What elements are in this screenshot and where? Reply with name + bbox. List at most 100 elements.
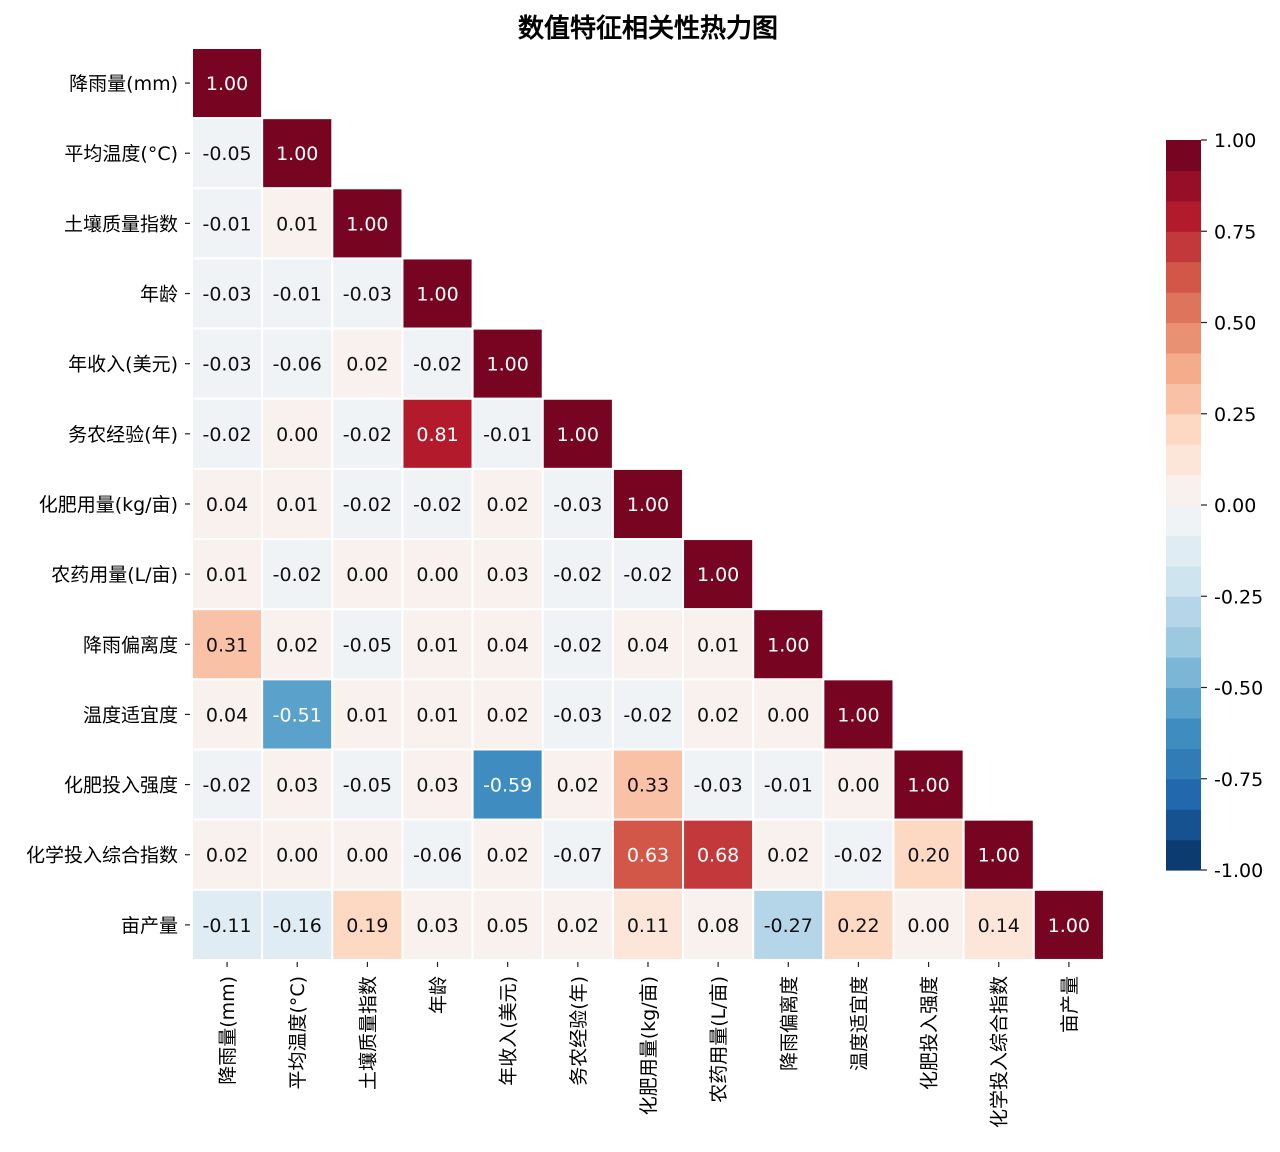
x-tick-label: 亩产量 <box>1059 976 1081 1033</box>
cell-value-label: -0.59 <box>483 775 532 797</box>
x-tick-label: 农药用量(L/亩) <box>708 976 730 1103</box>
y-tick-label: 务农经验(年) <box>68 424 178 446</box>
y-tick-label: 降雨量(mm) <box>69 73 178 95</box>
cell-value-label: -0.02 <box>343 424 392 446</box>
heatmap-cell <box>611 818 685 891</box>
cell-value-label: 0.03 <box>416 775 458 797</box>
cell-value-label: -0.51 <box>273 704 322 726</box>
heatmap-cells: 1.00 -0.05 1.00 -0.01 0.01 1.00 -0.03 -0.01 -0.0… <box>191 47 1105 961</box>
heatmap-cell <box>892 818 965 891</box>
cell-value-label: 0.00 <box>837 775 879 797</box>
cell-value-label: 1.00 <box>627 494 669 516</box>
cell-value-label: -0.03 <box>694 775 743 797</box>
x-tick-label: 化肥投入强度 <box>919 976 941 1090</box>
heatmap-cell <box>682 678 755 751</box>
x-tick-label: 平均温度(°C) <box>287 976 309 1090</box>
colorbar-segment <box>1166 474 1201 506</box>
cell-value-label: 0.33 <box>627 775 669 797</box>
y-tick-label: 平均温度(°C) <box>64 143 178 165</box>
heatmap-cell <box>962 818 1035 891</box>
y-tick-label: 化学投入综合指数 <box>26 845 178 867</box>
cell-value-label: 0.02 <box>767 845 809 867</box>
x-tick-label: 温度适宜度 <box>848 976 870 1071</box>
heatmap-cell <box>401 397 474 470</box>
y-tick-label: 年龄 <box>140 284 178 306</box>
cell-value-label: 1.00 <box>978 845 1020 867</box>
colorbar-tick-label: 0.50 <box>1214 313 1256 335</box>
cell-value-label: 0.04 <box>206 494 248 516</box>
cell-value-label: 0.68 <box>697 845 739 867</box>
x-axis-labels: 降雨量(mm) 平均温度(°C) 土壤质量指数 年龄 年收入(美元) 务农经验(年) 化肥用… <box>217 961 1081 1128</box>
chart-title: 数值特征相关性热力图 <box>518 13 778 44</box>
cell-value-label: 0.00 <box>346 564 388 586</box>
cell-value-label: -0.03 <box>202 284 251 306</box>
y-tick-label: 土壤质量指数 <box>64 213 178 235</box>
colorbar-segment <box>1166 413 1201 445</box>
cell-value-label: 0.02 <box>487 845 529 867</box>
heatmap-cell <box>752 678 825 751</box>
heatmap-cell <box>401 257 474 330</box>
cell-value-label: 1.00 <box>206 73 248 95</box>
cell-value-label: -0.07 <box>553 845 602 867</box>
cell-value-label: -0.03 <box>343 284 392 306</box>
cell-value-label: 0.20 <box>907 845 949 867</box>
heatmap-cell <box>471 678 544 751</box>
heatmap-cell <box>191 678 264 751</box>
cell-value-label: 0.01 <box>276 494 318 516</box>
cell-value-label: 1.00 <box>1048 915 1090 937</box>
cell-value-label: 0.00 <box>416 564 458 586</box>
cell-value-label: 0.14 <box>978 915 1020 937</box>
cell-value-label: 0.01 <box>697 634 739 656</box>
cell-value-label: -0.27 <box>764 915 813 937</box>
colorbar-segment <box>1166 231 1201 263</box>
heatmap-cell <box>752 608 825 681</box>
colorbar-segment <box>1166 626 1201 658</box>
colorbar: 1.00 0.75 0.50 0.25 0.00 -0.25 -0.50 -0.75 -1.00 <box>1166 130 1263 882</box>
heatmap-cell <box>892 748 965 821</box>
cell-value-label: 0.02 <box>487 704 529 726</box>
cell-value-label: 0.01 <box>416 634 458 656</box>
cell-value-label: 0.01 <box>346 704 388 726</box>
cell-value-label: 0.03 <box>416 915 458 937</box>
x-tick-label: 土壤质量指数 <box>357 976 379 1090</box>
colorbar-segment <box>1166 261 1201 293</box>
cell-value-label: 0.00 <box>907 915 949 937</box>
x-tick-label: 降雨偏离度 <box>778 976 800 1071</box>
cell-value-label: -0.02 <box>623 704 672 726</box>
y-tick-label: 年收入(美元) <box>68 354 178 376</box>
cell-value-label: 1.00 <box>837 704 879 726</box>
heatmap-cell <box>191 117 264 190</box>
heatmap-cell <box>1032 888 1105 961</box>
heatmap-cell <box>191 818 264 891</box>
heatmap-cell <box>261 257 334 330</box>
heatmap-cell <box>401 818 474 891</box>
heatmap-cell <box>261 327 334 400</box>
cell-value-label: -0.05 <box>343 634 392 656</box>
colorbar-segment <box>1166 687 1201 719</box>
colorbar-segment <box>1166 292 1201 324</box>
heatmap-cell <box>541 748 614 821</box>
heatmap-cell <box>541 397 614 470</box>
x-tick-label: 务农经验(年) <box>568 976 590 1086</box>
cell-value-label: 0.02 <box>276 634 318 656</box>
colorbar-segment <box>1166 565 1201 597</box>
heatmap-cell <box>822 678 895 751</box>
heatmap-cell <box>892 888 965 961</box>
cell-value-label: 0.01 <box>416 704 458 726</box>
cell-value-label: -0.02 <box>343 494 392 516</box>
cell-value-label: -0.16 <box>273 915 322 937</box>
colorbar-tick-label: 0.00 <box>1214 495 1256 517</box>
colorbar-tick-label: -0.75 <box>1214 769 1263 791</box>
heatmap-cell <box>261 397 334 470</box>
colorbar-segment <box>1166 717 1201 749</box>
cell-value-label: 0.02 <box>487 494 529 516</box>
heatmap-cell <box>191 397 264 470</box>
cell-value-label: -0.02 <box>553 564 602 586</box>
cell-value-label: 0.02 <box>206 845 248 867</box>
cell-value-label: 1.00 <box>416 284 458 306</box>
cell-value-label: 0.02 <box>557 915 599 937</box>
colorbar-segment <box>1166 505 1201 537</box>
colorbar-segment <box>1166 809 1201 841</box>
cell-value-label: -0.02 <box>413 494 462 516</box>
